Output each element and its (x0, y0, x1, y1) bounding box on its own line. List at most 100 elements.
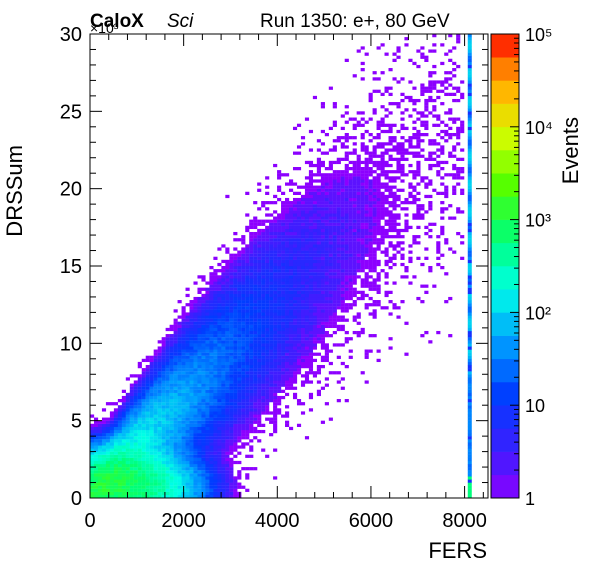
heatmap-cell (308, 129, 314, 134)
heatmap-cell (161, 454, 166, 458)
heatmap-cell (257, 290, 262, 294)
heatmap-cell (273, 343, 278, 347)
heatmap-cell (225, 247, 230, 251)
heatmap-cell (296, 235, 302, 239)
heatmap-cell (452, 46, 457, 50)
heatmap-cell (161, 436, 166, 440)
heatmap-cell (249, 355, 254, 359)
heatmap-cell (193, 436, 198, 440)
heatmap-cell (364, 151, 369, 155)
heatmap-cell (153, 473, 158, 477)
heatmap-cell (300, 318, 306, 322)
heatmap-cell (452, 68, 457, 72)
heatmap-cell (253, 324, 258, 329)
heatmap-cell (348, 136, 353, 140)
heatmap-cell (237, 358, 242, 363)
heatmap-cell (157, 457, 162, 462)
heatmap-cell (316, 235, 321, 239)
heatmap-cell (261, 343, 266, 347)
heatmap-cell (90, 491, 95, 496)
heatmap-cell (193, 334, 198, 338)
heatmap-cell (308, 188, 314, 192)
heatmap-cell (117, 417, 122, 421)
heatmap-cell (161, 442, 166, 446)
heatmap-cell (205, 463, 210, 468)
heatmap-cell (217, 494, 222, 499)
heatmap-cell (257, 361, 262, 366)
heatmap-cell (229, 337, 234, 341)
heatmap-cell (332, 102, 337, 106)
heatmap-cell (233, 306, 238, 310)
heatmap-cell (292, 259, 298, 264)
heatmap-cell (352, 213, 357, 217)
heatmap-cell (113, 414, 119, 418)
heatmap-cell (193, 346, 198, 350)
heatmap-cell (201, 293, 206, 298)
heatmap-cell (404, 225, 409, 230)
heatmap-cell (416, 139, 421, 143)
heatmap-cell (320, 231, 325, 236)
heatmap-cell (129, 417, 134, 421)
heatmap-cell (380, 191, 385, 195)
heatmap-cell (340, 194, 345, 199)
heatmap-cell (201, 343, 206, 347)
heatmap-cell (149, 476, 154, 480)
heatmap-cell (308, 272, 314, 276)
heatmap-cell (233, 269, 238, 273)
heatmap-cell (368, 213, 373, 217)
heatmap-cell (352, 142, 357, 146)
heatmap-cell (292, 284, 298, 288)
heatmap-cell (364, 157, 369, 161)
heatmap-cell (320, 275, 325, 279)
heatmap-cell (169, 364, 174, 369)
heatmap-cell (125, 476, 130, 480)
heatmap-cell (452, 216, 457, 220)
heatmap-cell (304, 228, 310, 233)
heatmap-cell (392, 176, 397, 180)
heatmap-cell (296, 358, 302, 363)
heatmap-cell (336, 278, 341, 282)
heatmap-cell (209, 491, 214, 496)
heatmap-cell (169, 433, 174, 437)
heatmap-cell (448, 108, 453, 112)
heatmap-cell (273, 355, 278, 359)
heatmap-cell (273, 389, 278, 393)
heatmap-cell (97, 463, 103, 468)
heatmap-cell (269, 244, 274, 248)
heatmap-cell (308, 163, 314, 168)
heatmap-cell (165, 429, 170, 434)
heatmap-cell (320, 241, 325, 245)
heatmap-cell (376, 182, 381, 186)
heatmap-cell (368, 216, 373, 220)
heatmap-cell (161, 451, 166, 455)
heatmap-cell (241, 253, 246, 257)
heatmap-cell (209, 296, 214, 301)
heatmap-cell (165, 473, 170, 477)
heatmap-cell (217, 330, 222, 335)
heatmap-cell (113, 479, 119, 483)
heatmap-cell (296, 334, 302, 338)
heatmap-cell (185, 312, 190, 316)
heatmap-cell (201, 346, 206, 350)
heatmap-cell (193, 463, 198, 468)
heatmap-cell (324, 402, 329, 406)
heatmap-cell (125, 411, 130, 415)
heatmap-cell (193, 312, 198, 316)
heatmap-cell (181, 457, 186, 462)
heatmap-cell (360, 176, 365, 180)
heatmap-cell (380, 194, 385, 199)
heatmap-cell (173, 485, 178, 489)
heatmap-cell (153, 377, 158, 381)
heatmap-cell (189, 460, 194, 465)
heatmap-cell (336, 228, 341, 233)
heatmap-cell (404, 95, 409, 100)
heatmap-cell (273, 429, 278, 434)
heatmap-cell (101, 476, 107, 480)
saturation-cell (467, 55, 472, 59)
heatmap-cell (356, 179, 361, 183)
heatmap-cell (205, 340, 210, 344)
heatmap-cell (364, 284, 369, 288)
heatmap-cell (348, 151, 353, 155)
heatmap-cell (249, 324, 254, 329)
heatmap-cell (328, 225, 333, 230)
